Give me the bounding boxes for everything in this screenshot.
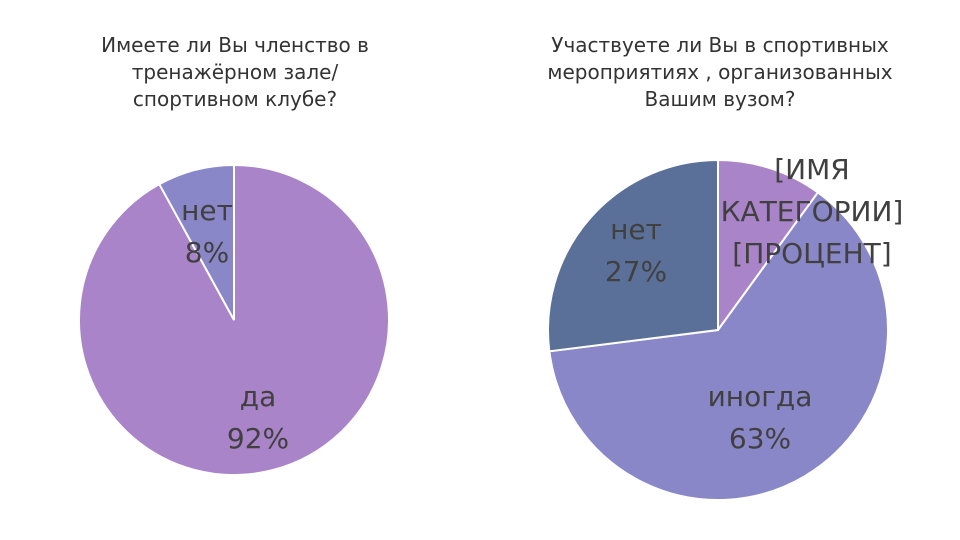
slice-value: 63% — [728, 422, 792, 455]
pie-slice — [157, 163, 235, 321]
chart-title: Участвуете ли Вы в спортивных мероприяти… — [547, 33, 893, 111]
pie-slice — [717, 158, 820, 334]
chart-title: Имеете ли Вы членство в тренажёрном зале… — [101, 33, 369, 111]
slice-category: нет — [610, 213, 662, 246]
slice-value: 8% — [184, 236, 230, 269]
pie-slice — [548, 191, 889, 501]
data-label: да 92% — [198, 376, 318, 460]
slice-value: [ПРОЦЕНТ] — [732, 237, 892, 270]
data-label: нет 27% — [576, 209, 696, 293]
slice-value: 27% — [604, 255, 668, 288]
pie-slice — [547, 158, 719, 353]
slice-category: нет — [181, 194, 233, 227]
slice-category: иногда — [707, 380, 813, 413]
slice-value: 92% — [226, 422, 290, 455]
slice-category: да — [239, 380, 277, 413]
data-label: [ИМЯ КАТЕГОРИИ] [ПРОЦЕНТ] — [717, 149, 907, 275]
slice-category: [ИМЯ КАТЕГОРИИ] — [720, 153, 904, 228]
data-label: иногда 63% — [680, 376, 840, 460]
data-label: нет 8% — [147, 190, 267, 274]
